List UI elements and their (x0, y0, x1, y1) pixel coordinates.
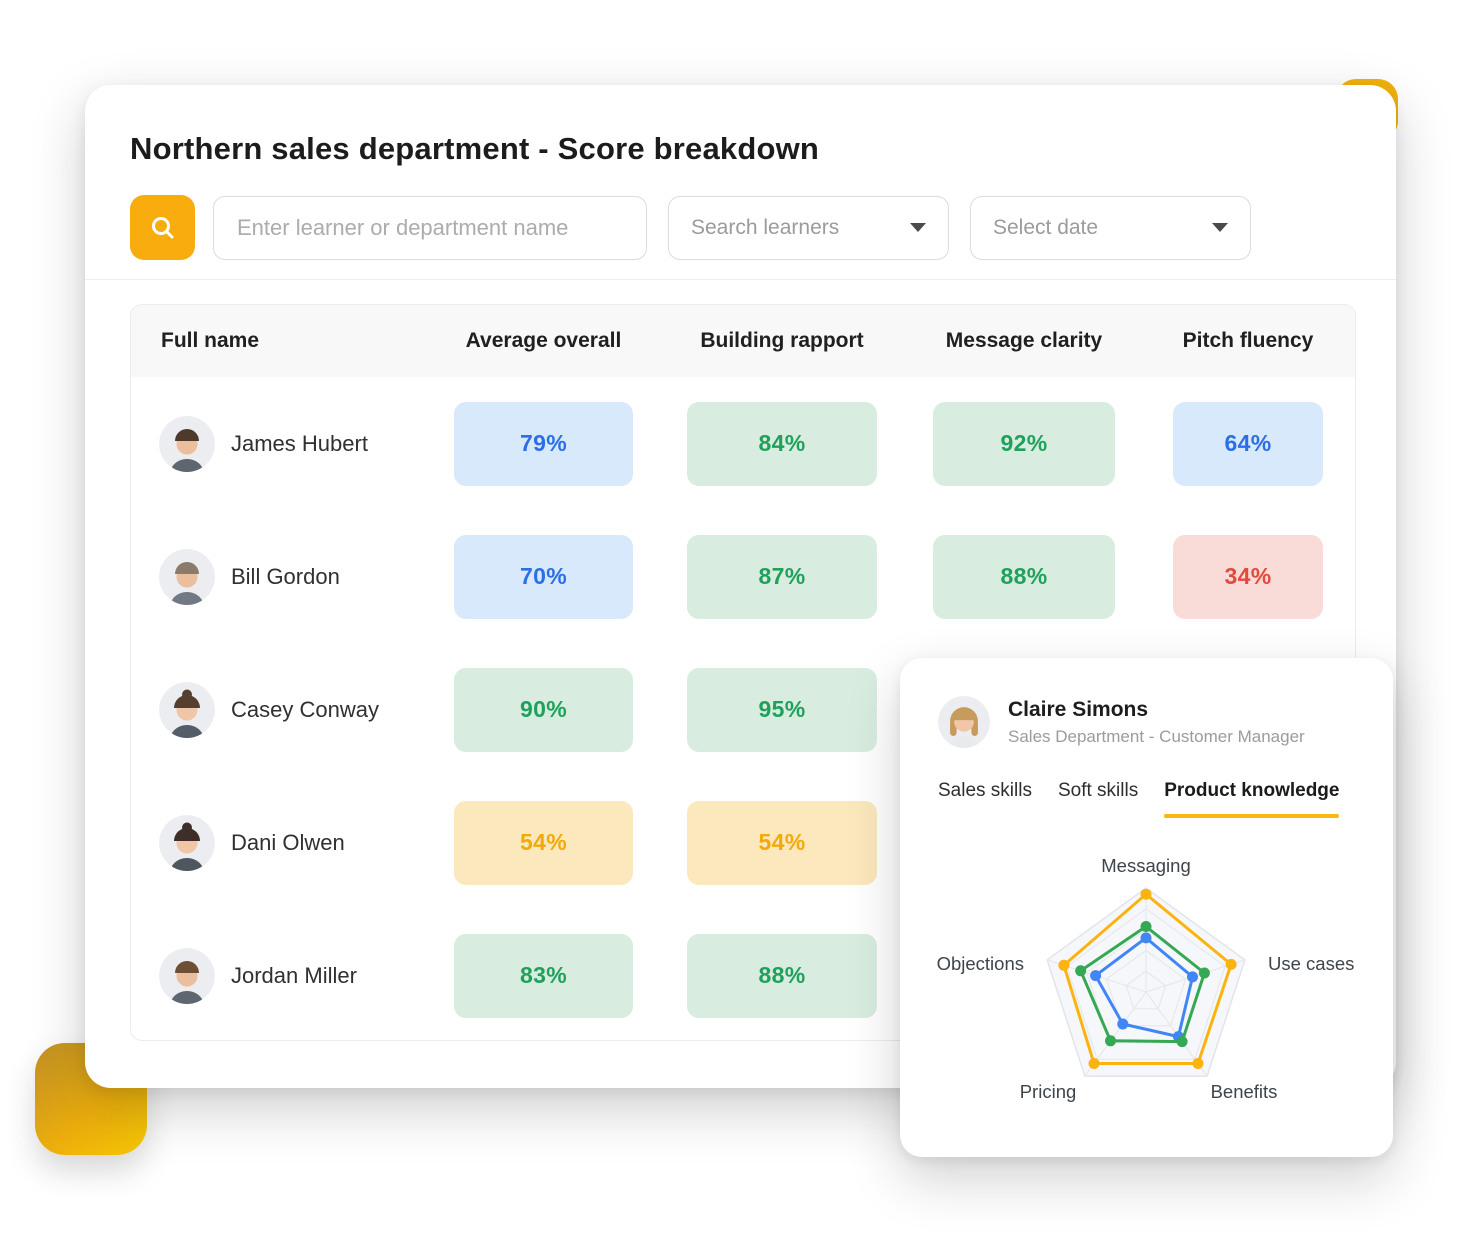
score-badge: 70% (454, 534, 633, 619)
header-building-rapport: Building rapport (700, 329, 864, 352)
radar-chart: Messaging Use cases Benefits Pricing Objecti… (900, 830, 1393, 1149)
tab-label: Soft skills (1057, 780, 1139, 801)
score-badge: 64% (1173, 401, 1323, 486)
learner-name: Bill Gordon (231, 563, 340, 589)
avatar (159, 415, 215, 472)
header-full-name: Full name (161, 329, 260, 352)
score-badge: 54% (454, 800, 633, 885)
search-button[interactable] (130, 195, 195, 260)
toolbar: Search learners Select date (130, 195, 1351, 260)
score-badge: 34% (1173, 534, 1323, 619)
profile-tabs: Sales skills Soft skills Product knowled… (900, 748, 1393, 818)
score-badge: 95% (687, 667, 877, 752)
avatar (938, 696, 990, 748)
table-row[interactable]: Jordan Miller 83% 88% (131, 909, 1355, 1040)
profile-name: Claire Simons (1008, 697, 1149, 721)
header-pitch-fluency: Pitch fluency (1182, 329, 1314, 352)
learner-name: James Hubert (231, 430, 368, 456)
learner-profile-popover: Claire Simons Sales Department - Custome… (900, 658, 1393, 1157)
table-body: James Hubert 79% 84% 92% 64% Bill Gordon 70… (131, 377, 1355, 1040)
learners-dropdown[interactable]: Search learners (668, 195, 949, 260)
chevron-down-icon (910, 223, 926, 232)
header-message-clarity: Message clarity (945, 329, 1103, 352)
profile-subtitle: Sales Department - Customer Manager (1008, 726, 1305, 746)
table-row[interactable]: James Hubert 79% 84% 92% 64% (131, 377, 1355, 510)
tab-soft-skills[interactable]: Soft skills (1058, 780, 1138, 818)
tab-sales-skills[interactable]: Sales skills (938, 780, 1032, 818)
score-badge: 83% (454, 933, 633, 1018)
tab-label: Product knowledge (1164, 780, 1340, 801)
search-icon (149, 214, 177, 242)
learner-name: Casey Conway (231, 696, 379, 722)
avatar (159, 548, 215, 605)
score-badge: 84% (687, 401, 877, 486)
score-badge: 54% (687, 800, 877, 885)
avatar (159, 681, 215, 738)
svg-text:Pricing: Pricing (1020, 1081, 1077, 1102)
score-badge: 79% (454, 401, 633, 486)
table-header-row: Full name Average overall Building rappo… (131, 305, 1355, 377)
tab-label: Sales skills (938, 780, 1032, 801)
date-dropdown[interactable]: Select date (970, 195, 1251, 260)
profile-header: Claire Simons Sales Department - Custome… (900, 658, 1393, 748)
learners-dropdown-value: Search learners (691, 215, 840, 239)
table-row[interactable]: Dani Olwen 54% 54% (131, 776, 1355, 909)
tab-underline (1164, 814, 1340, 818)
learner-name: Jordan Miller (231, 962, 357, 988)
svg-text:Messaging: Messaging (1101, 855, 1190, 876)
date-dropdown-value: Select date (993, 215, 1099, 239)
table-row[interactable]: Casey Conway 90% 95% (131, 643, 1355, 776)
chevron-down-icon (1212, 223, 1228, 232)
table-row[interactable]: Bill Gordon 70% 87% 88% 34% (131, 510, 1355, 643)
score-badge: 87% (687, 534, 877, 619)
score-badge: 88% (687, 933, 877, 1018)
svg-text:Use cases: Use cases (1268, 953, 1354, 974)
tab-product-knowledge[interactable]: Product knowledge (1164, 780, 1340, 818)
search-input[interactable] (213, 195, 647, 260)
score-badge: 88% (933, 534, 1115, 619)
tab-underline (938, 814, 1032, 818)
score-badge: 92% (933, 401, 1115, 486)
page-title: Northern sales department - Score breakd… (130, 131, 820, 166)
svg-text:Objections: Objections (937, 953, 1024, 974)
header-average-overall: Average overall (465, 329, 622, 352)
avatar (159, 947, 215, 1004)
learner-name: Dani Olwen (231, 829, 345, 855)
score-badge: 90% (454, 667, 633, 752)
avatar (159, 814, 215, 871)
svg-text:Benefits: Benefits (1211, 1081, 1278, 1102)
tab-underline (1058, 814, 1138, 818)
toolbar-divider (85, 279, 1396, 280)
